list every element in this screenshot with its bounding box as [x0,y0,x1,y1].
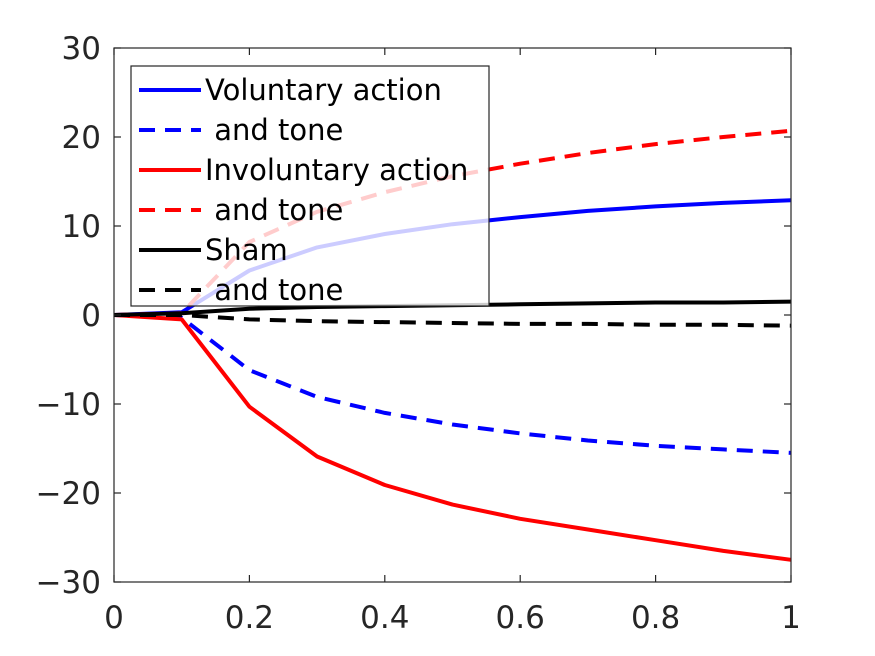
legend-label: Voluntary action [205,73,442,107]
y-tick-label: 20 [62,120,101,156]
y-tick-label: −10 [36,387,101,423]
series-line-1 [113,313,792,455]
legend-label: and tone [205,273,343,307]
legend: Voluntary action and tone Involuntary act… [130,65,490,307]
y-tick-label: 0 [81,298,101,334]
legend-label: and tone [205,193,343,227]
y-tick-label: 30 [62,31,101,67]
legend-label: Involuntary action [205,153,468,187]
y-tick-label: −30 [36,565,101,601]
x-tick-label: 0.6 [496,600,545,636]
series-line-5 [114,313,792,328]
y-tick-label: 10 [62,209,101,245]
legend-label: Sham [205,233,288,267]
x-tick-label: 1 [781,600,801,636]
y-tick-label: −20 [36,476,101,512]
axes-layer: 0 0.2 0.4 0.6 0.8 1 30 20 10 0 −10 −20 −30 [36,31,801,636]
x-tick-label: 0 [104,600,124,636]
legend-box [130,65,490,307]
x-tick-label: 0.4 [360,600,409,636]
series-line-2 [113,313,792,562]
legend-label: and tone [205,113,343,147]
x-tick-label: 0.2 [225,600,274,636]
x-tick-label: 0.8 [631,600,680,636]
